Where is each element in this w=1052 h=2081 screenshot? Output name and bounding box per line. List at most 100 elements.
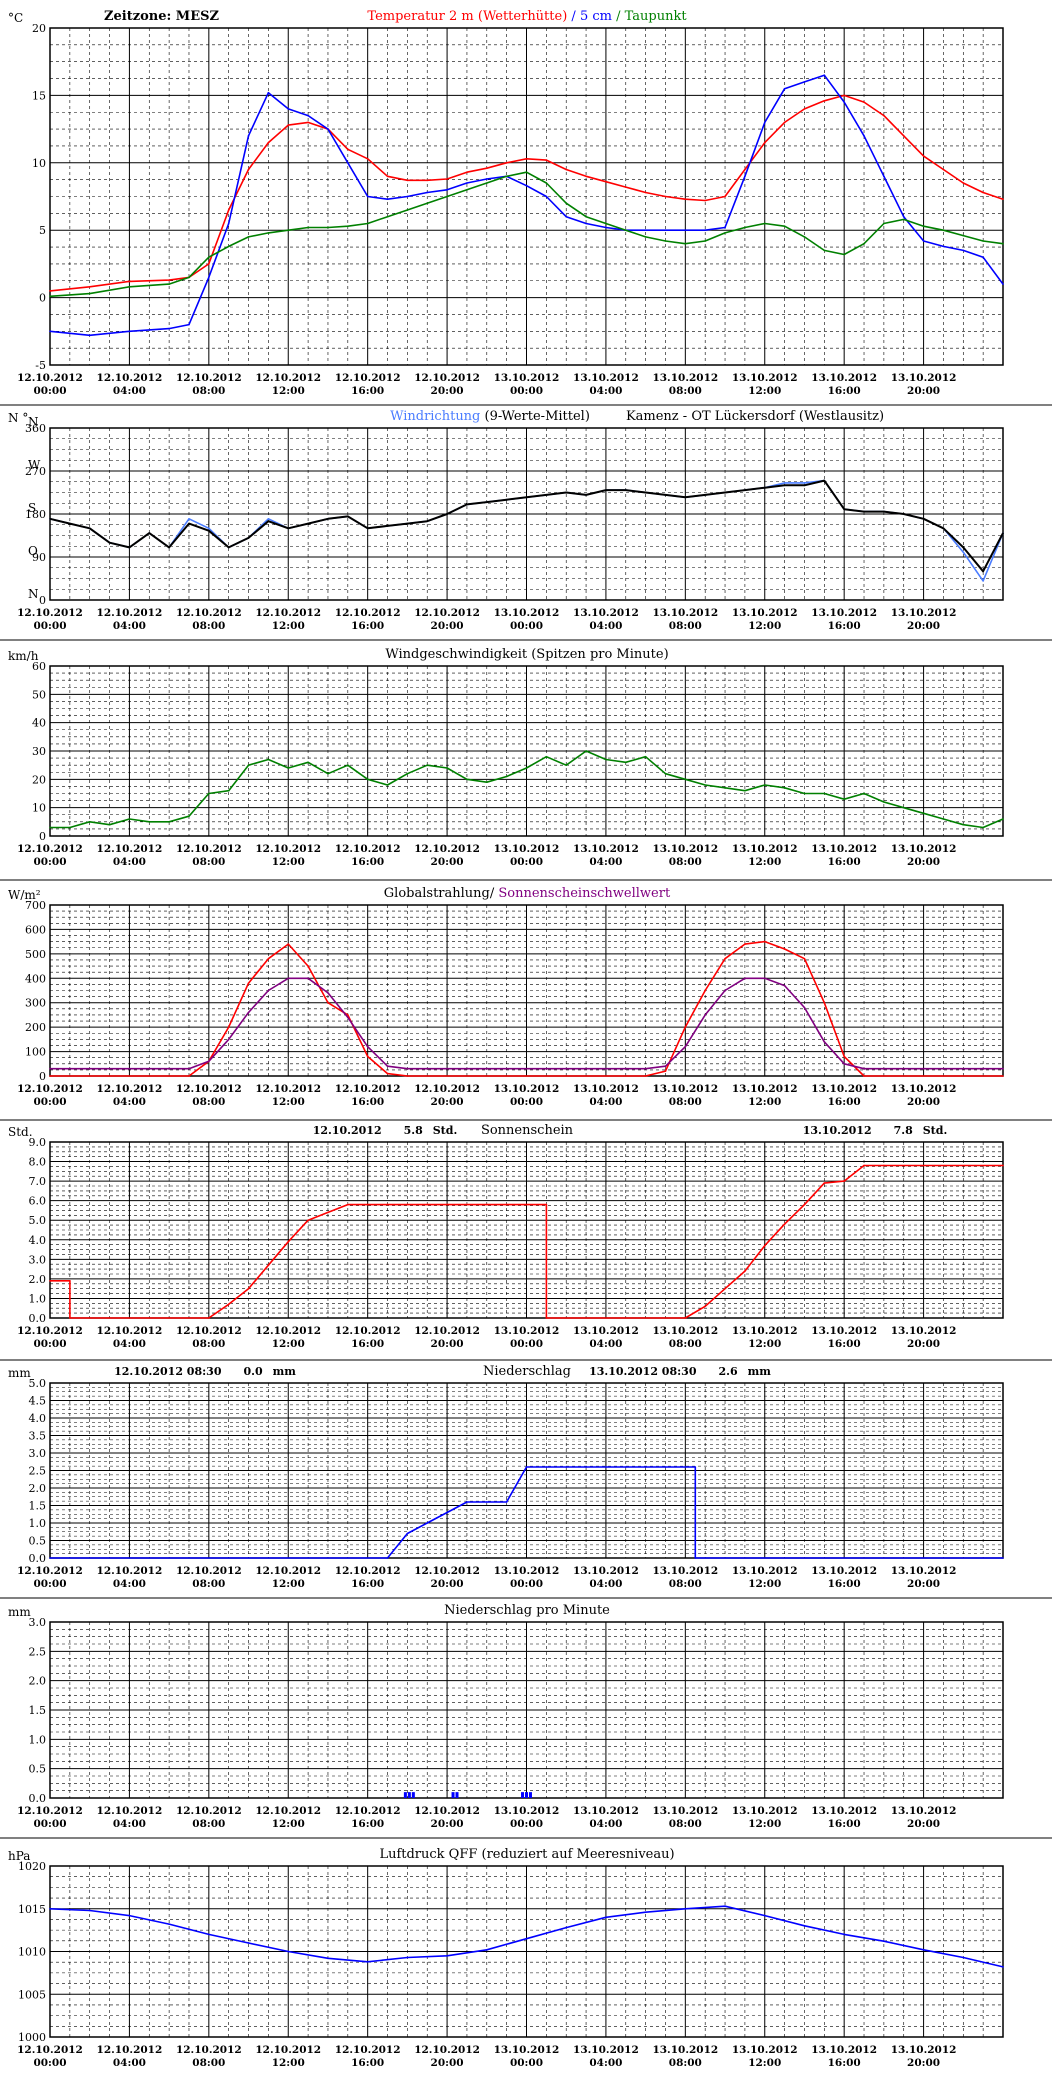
y-tick-label: 1005 bbox=[18, 1988, 46, 2001]
data-point bbox=[902, 135, 905, 137]
data-point bbox=[485, 1501, 488, 1503]
data-point bbox=[644, 755, 647, 758]
data-point bbox=[664, 195, 667, 198]
data-point bbox=[505, 1203, 508, 1206]
data-point bbox=[386, 1203, 389, 1206]
panel-precipitation: 5.04.54.03.53.02.52.01.51.00.50.012.10.2… bbox=[0, 1359, 1052, 1590]
x-tick-time: 20:00 bbox=[431, 856, 464, 868]
x-tick-time: 20:00 bbox=[431, 1818, 464, 1830]
data-point bbox=[843, 1062, 845, 1065]
timezone-label: Zeitzone: MESZ bbox=[104, 9, 219, 24]
data-point bbox=[307, 522, 309, 525]
data-point bbox=[684, 1317, 687, 1319]
x-tick-date: 13.10.2012 bbox=[652, 1805, 718, 1817]
data-point bbox=[783, 1223, 786, 1225]
x-tick-date: 13.10.2012 bbox=[891, 1565, 957, 1577]
data-point bbox=[327, 772, 329, 775]
x-tick-date: 13.10.2012 bbox=[494, 843, 560, 855]
data-point bbox=[49, 1280, 51, 1282]
data-point bbox=[505, 162, 508, 164]
y-tick-label: 10 bbox=[32, 802, 46, 815]
data-point bbox=[168, 1923, 170, 1925]
data-point bbox=[386, 1072, 389, 1075]
data-point bbox=[982, 580, 984, 582]
title-part: Niederschlag bbox=[483, 1364, 571, 1379]
data-point bbox=[366, 1960, 369, 1963]
x-tick-time: 08:00 bbox=[192, 1818, 225, 1830]
y-tick-label: 400 bbox=[25, 972, 46, 985]
data-point bbox=[863, 1075, 865, 1077]
data-point bbox=[823, 479, 826, 482]
x-tick-date: 12.10.2012 bbox=[176, 843, 242, 855]
data-point bbox=[307, 121, 309, 124]
data-point bbox=[863, 792, 865, 795]
data-bar bbox=[411, 1792, 415, 1798]
x-tick-time: 20:00 bbox=[907, 1818, 940, 1830]
station-name: Kamenz - OT Lückersdorf (Westlausitz) bbox=[626, 409, 884, 424]
data-point bbox=[347, 1203, 349, 1206]
data-point bbox=[69, 826, 71, 829]
y-tick-label: 15 bbox=[32, 89, 46, 102]
data-point bbox=[188, 323, 190, 326]
data-point bbox=[247, 1011, 250, 1014]
x-tick-date: 12.10.2012 bbox=[17, 843, 83, 855]
x-tick-date: 13.10.2012 bbox=[652, 607, 718, 619]
data-point bbox=[803, 482, 806, 484]
data-point bbox=[366, 1055, 369, 1058]
data-point bbox=[843, 101, 845, 103]
data-point bbox=[783, 484, 786, 487]
data-point bbox=[684, 778, 687, 781]
x-tick-time: 16:00 bbox=[351, 2057, 384, 2069]
x-tick-time: 00:00 bbox=[33, 2057, 66, 2069]
day-total-unit: mm bbox=[748, 1365, 772, 1378]
data-point bbox=[466, 171, 468, 174]
x-tick-time: 12:00 bbox=[748, 2057, 781, 2069]
panel-precip-minute: 3.02.52.01.51.00.50.012.10.201200:0012.1… bbox=[0, 1597, 1052, 1830]
data-point bbox=[545, 755, 548, 758]
data-point bbox=[803, 1006, 806, 1009]
x-tick-time: 12:00 bbox=[272, 856, 305, 868]
data-point bbox=[823, 74, 826, 76]
y-tick-label: 0.5 bbox=[29, 1763, 47, 1776]
data-point bbox=[684, 242, 687, 245]
data-point bbox=[88, 1909, 91, 1912]
data-point bbox=[148, 821, 151, 823]
x-tick-time: 16:00 bbox=[351, 620, 384, 632]
panel-title: Niederschlag pro Minute bbox=[444, 1603, 610, 1618]
x-tick-date: 13.10.2012 bbox=[811, 372, 877, 384]
data-point bbox=[327, 1001, 329, 1004]
data-point bbox=[624, 489, 627, 491]
y-tick-label: 1.5 bbox=[29, 1500, 47, 1513]
y-tick-label: 0.5 bbox=[29, 1535, 47, 1548]
data-point bbox=[823, 1001, 826, 1004]
data-point bbox=[247, 1942, 250, 1944]
data-point bbox=[168, 821, 170, 823]
x-tick-date: 13.10.2012 bbox=[494, 1565, 560, 1577]
x-tick-date: 13.10.2012 bbox=[732, 2044, 798, 2056]
data-point bbox=[366, 1045, 369, 1048]
data-point bbox=[168, 327, 170, 330]
data-point bbox=[545, 1466, 548, 1468]
x-tick-date: 13.10.2012 bbox=[811, 1083, 877, 1095]
data-point bbox=[188, 517, 190, 520]
panel-title: Luftdruck QFF (reduziert auf Meeresnivea… bbox=[379, 1847, 674, 1862]
data-point bbox=[605, 758, 607, 761]
panel-title: Niederschlag bbox=[483, 1364, 571, 1379]
unit-label: hPa bbox=[8, 1849, 30, 1863]
x-tick-date: 12.10.2012 bbox=[414, 2044, 480, 2056]
series-line bbox=[49, 94, 1004, 292]
x-tick-date: 12.10.2012 bbox=[176, 1083, 242, 1095]
data-point bbox=[624, 761, 627, 764]
data-point bbox=[982, 191, 984, 194]
x-tick-date: 13.10.2012 bbox=[494, 1325, 560, 1337]
data-point bbox=[426, 520, 429, 522]
x-tick-time: 12:00 bbox=[748, 1338, 781, 1350]
data-point bbox=[267, 141, 270, 144]
x-tick-time: 04:00 bbox=[113, 1096, 146, 1108]
data-point bbox=[605, 222, 607, 225]
data-point bbox=[69, 1317, 71, 1319]
x-tick-date: 12.10.2012 bbox=[176, 1565, 242, 1577]
x-tick-time: 16:00 bbox=[828, 1096, 861, 1108]
data-point bbox=[347, 162, 349, 164]
data-point bbox=[744, 175, 746, 178]
